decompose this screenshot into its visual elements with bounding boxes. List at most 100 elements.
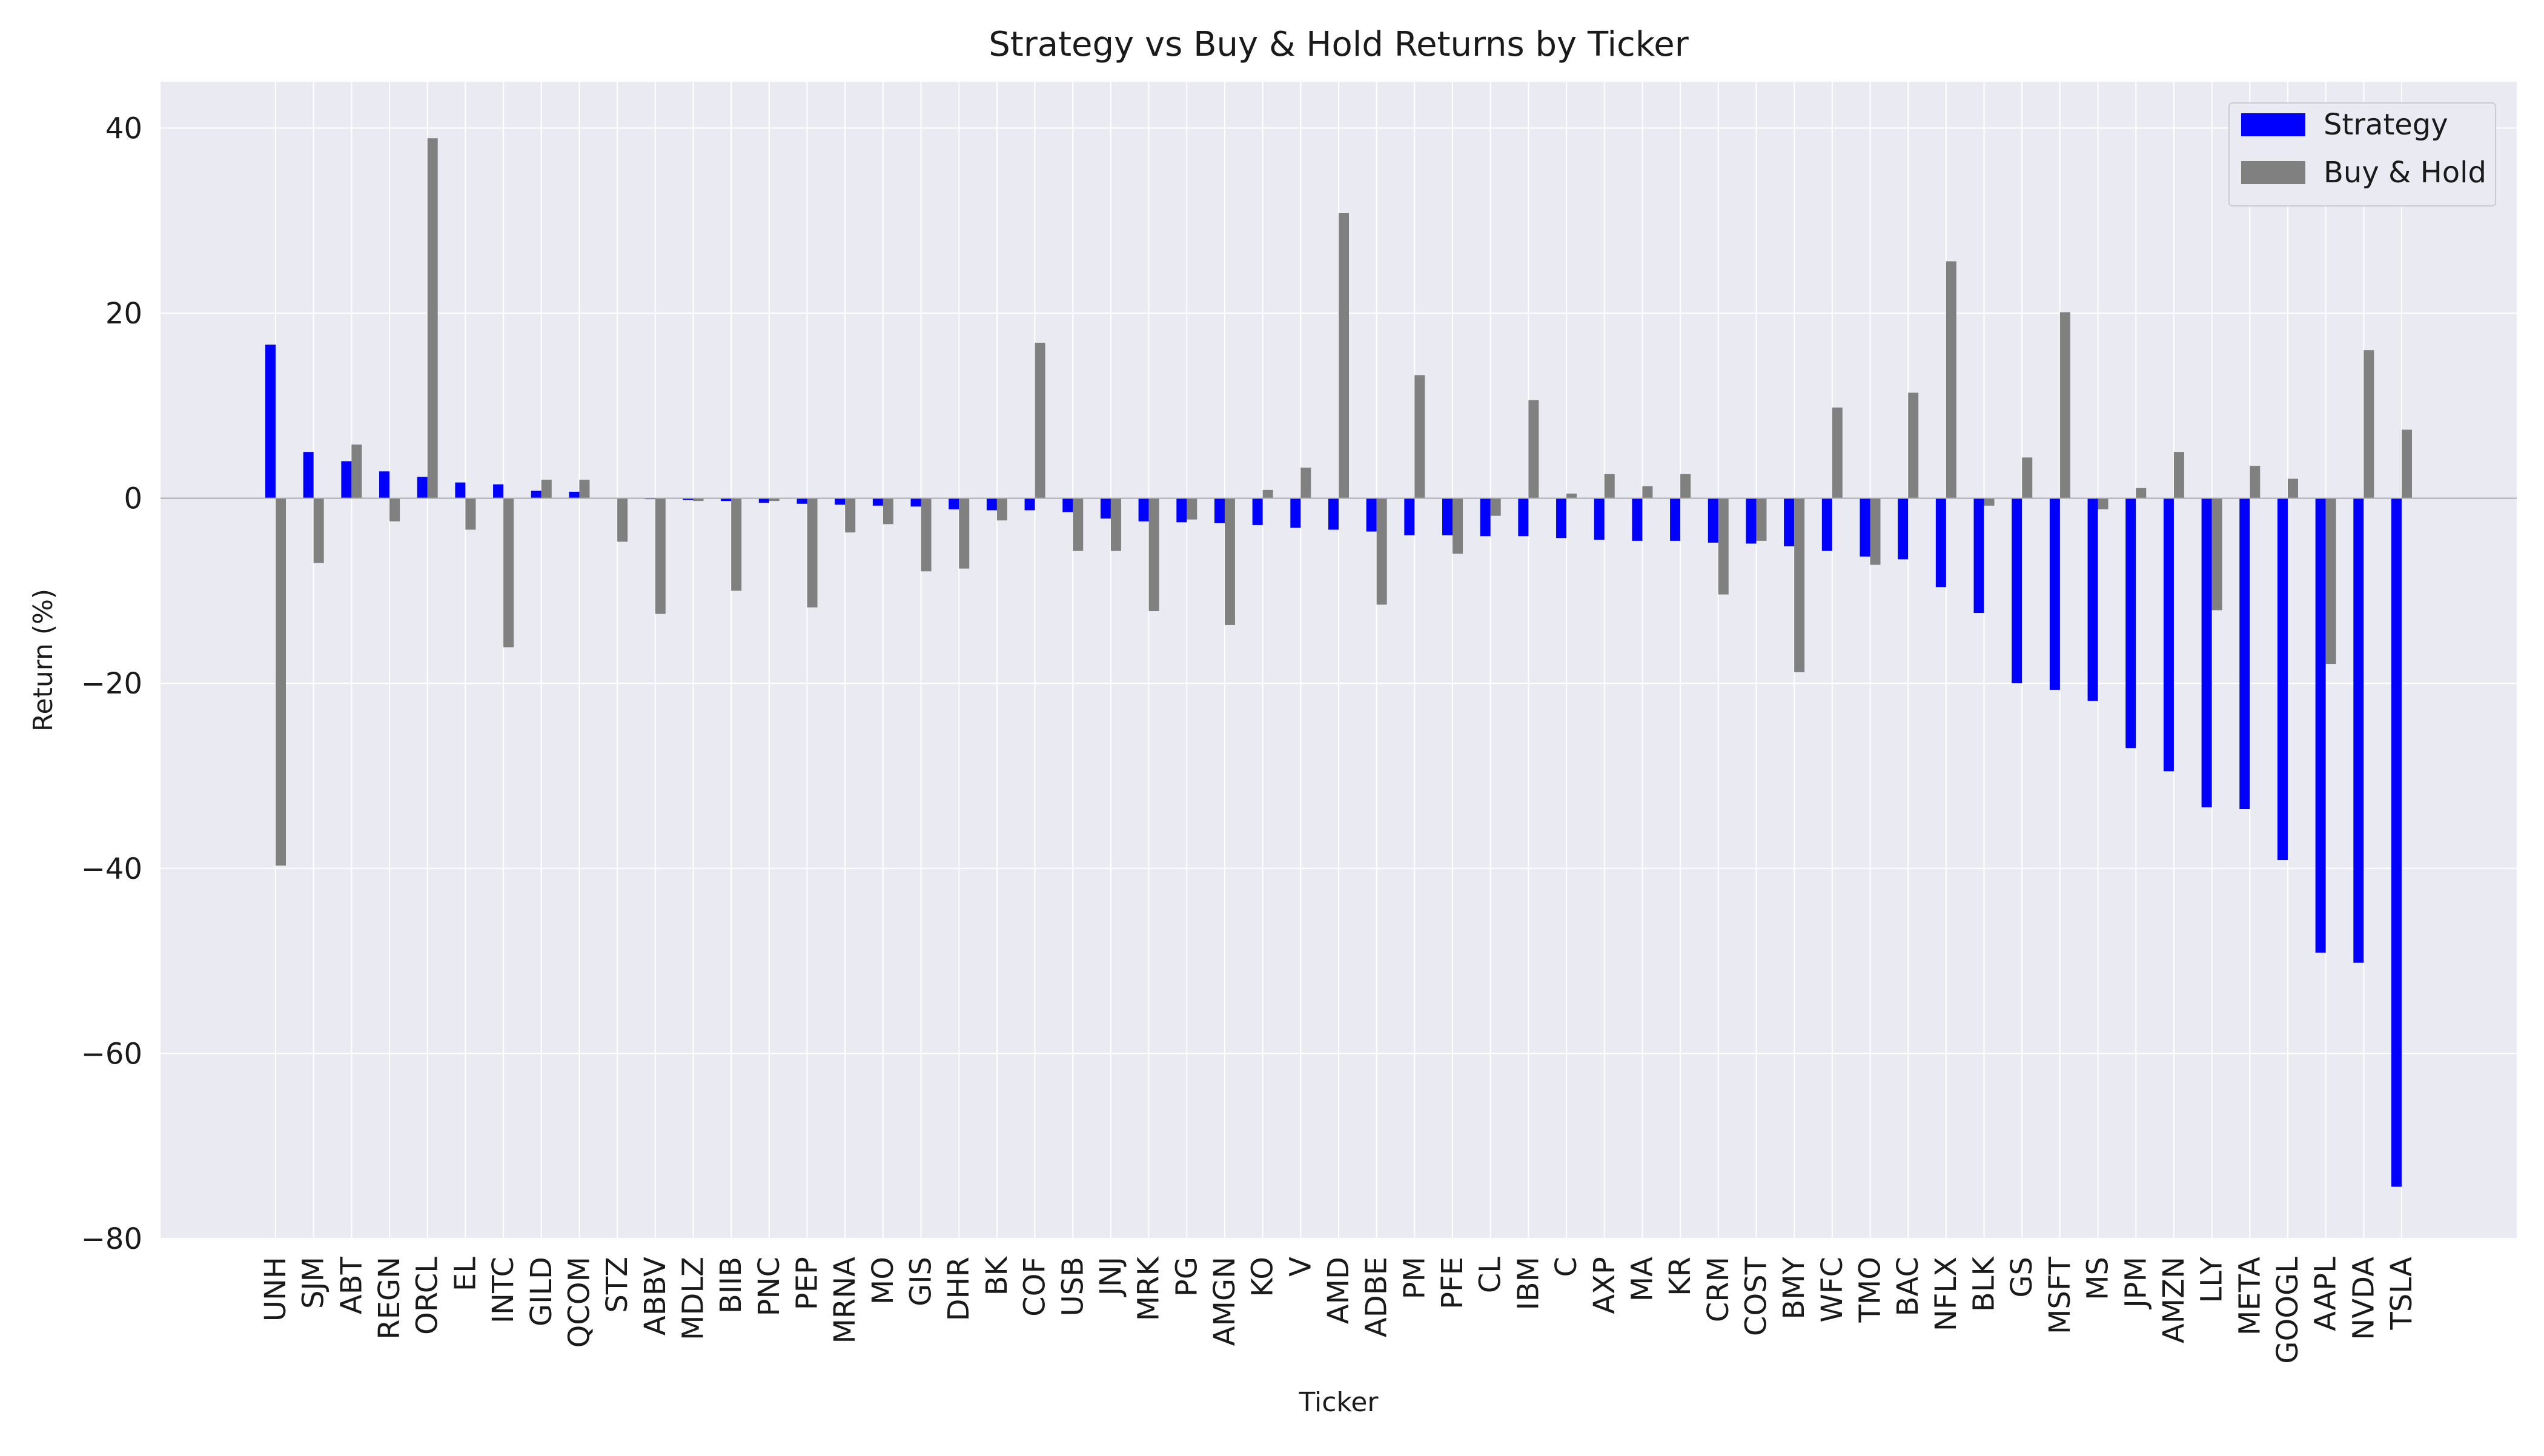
bar-buy-hold-sjm xyxy=(313,498,324,563)
bar-strategy-wfc xyxy=(1821,498,1832,551)
bar-buy-hold-intc xyxy=(503,498,514,647)
x-tick-labels: UNH SJM ABT REGN ORCL EL INTC GILD QCOM STZ ABBV MD… xyxy=(259,1256,2419,1363)
bar-buy-hold-orcl xyxy=(427,138,438,498)
x-tick-label: GOOGL xyxy=(2271,1257,2305,1364)
bar-strategy-cl xyxy=(1480,498,1491,537)
bar-strategy-blk xyxy=(1973,498,1984,614)
bar-strategy-nflx xyxy=(1935,498,1946,587)
bar-strategy-sjm xyxy=(303,452,314,498)
x-tick-label: USB xyxy=(1056,1257,1090,1317)
bar-strategy-amzn xyxy=(2163,498,2174,772)
x-tick-label: MA xyxy=(1625,1257,1659,1302)
y-tick-label: −80 xyxy=(81,1222,142,1256)
bar-strategy-ko xyxy=(1252,498,1263,525)
bar-buy-hold-c xyxy=(1566,493,1577,498)
bar-buy-hold-ma xyxy=(1642,486,1653,498)
x-tick-label: CL xyxy=(1474,1257,1508,1294)
y-tick-label: 40 xyxy=(105,111,142,145)
bar-buy-hold-meta xyxy=(2250,466,2261,498)
bar-strategy-pm xyxy=(1404,498,1415,535)
bar-buy-hold-adbe xyxy=(1376,498,1387,605)
bar-strategy-gild xyxy=(531,491,542,498)
y-tick-label: 20 xyxy=(105,297,142,331)
bar-buy-hold-blk xyxy=(1984,498,1995,506)
bar-buy-hold-el xyxy=(465,498,476,530)
bar-strategy-el xyxy=(455,482,466,498)
bar-buy-hold-amd xyxy=(1339,213,1349,498)
y-tick-label: −40 xyxy=(81,852,142,886)
bar-strategy-unh xyxy=(265,344,276,498)
y-axis-label: Return (%) xyxy=(28,589,59,732)
bar-strategy-regn xyxy=(379,471,390,498)
bar-buy-hold-googl xyxy=(2287,478,2298,498)
bar-strategy-dhr xyxy=(949,498,959,509)
bar-buy-hold-amzn xyxy=(2173,452,2184,498)
x-tick-label: PG xyxy=(1170,1257,1204,1297)
bar-strategy-ms xyxy=(2087,498,2098,701)
bar-strategy-v xyxy=(1290,498,1301,528)
bar-strategy-pep xyxy=(797,498,807,504)
legend-label-buy-hold: Buy & Hold xyxy=(2324,156,2486,190)
bar-strategy-axp xyxy=(1594,498,1605,540)
x-tick-label: AMZN xyxy=(2157,1257,2191,1343)
bar-buy-hold-unh xyxy=(276,498,286,866)
x-tick-label: STZ xyxy=(600,1257,634,1313)
bar-buy-hold-jpm xyxy=(2136,488,2147,498)
x-tick-label: SJM xyxy=(297,1257,331,1309)
x-tick-label: BAC xyxy=(1891,1257,1925,1316)
bar-strategy-amd xyxy=(1328,498,1339,530)
bar-strategy-cost xyxy=(1746,498,1757,544)
bar-strategy-msft xyxy=(2049,498,2060,690)
x-tick-label: QCOM xyxy=(562,1257,596,1348)
bar-strategy-gis xyxy=(910,498,921,507)
bar-strategy-ibm xyxy=(1518,498,1529,537)
bar-strategy-ma xyxy=(1632,498,1643,541)
x-tick-label: MS xyxy=(2081,1257,2115,1300)
x-tick-label: MRNA xyxy=(828,1257,862,1344)
x-tick-label: REGN xyxy=(373,1257,406,1340)
bar-strategy-mrk xyxy=(1138,498,1149,521)
bar-strategy-c xyxy=(1556,498,1567,538)
x-tick-label: TMO xyxy=(1853,1257,1887,1323)
x-tick-label: MDLZ xyxy=(676,1257,710,1340)
bar-strategy-mrna xyxy=(835,498,846,505)
bar-buy-hold-amgn xyxy=(1224,498,1235,625)
bar-buy-hold-stz xyxy=(617,498,628,542)
bar-strategy-jpm xyxy=(2125,498,2136,749)
x-tick-label: PFE xyxy=(1436,1257,1469,1309)
bar-strategy-kr xyxy=(1670,498,1681,541)
bars xyxy=(265,138,2412,1187)
x-tick-label: META xyxy=(2233,1257,2267,1335)
bar-buy-hold-gs xyxy=(2022,457,2033,498)
x-tick-label: JNJ xyxy=(1094,1257,1128,1297)
bar-strategy-pnc xyxy=(758,498,769,503)
y-tick-label: −20 xyxy=(81,667,142,701)
x-tick-label: LLY xyxy=(2195,1256,2229,1303)
legend-swatch-buy-hold xyxy=(2241,161,2305,184)
bar-strategy-gs xyxy=(2012,498,2022,684)
bar-buy-hold-axp xyxy=(1604,474,1615,498)
x-tick-label: AMGN xyxy=(1208,1257,1242,1346)
bar-buy-hold-mo xyxy=(883,498,893,524)
bar-buy-hold-nvda xyxy=(2363,350,2374,498)
bar-buy-hold-kr xyxy=(1680,474,1691,498)
x-tick-label: EL xyxy=(448,1257,482,1291)
x-tick-label: COF xyxy=(1018,1257,1052,1317)
bar-strategy-mdlz xyxy=(683,498,694,500)
bar-buy-hold-ko xyxy=(1262,489,1273,498)
x-tick-label: BMY xyxy=(1777,1256,1811,1319)
bar-buy-hold-pep xyxy=(807,498,818,607)
bar-buy-hold-jnj xyxy=(1110,498,1121,551)
bar-strategy-qcom xyxy=(569,491,580,498)
bar-strategy-abt xyxy=(341,461,352,498)
bar-strategy-lly xyxy=(2201,498,2212,807)
bar-buy-hold-crm xyxy=(1718,498,1729,595)
bar-buy-hold-wfc xyxy=(1832,407,1843,498)
legend: Strategy Buy & Hold xyxy=(2228,102,2496,207)
x-tick-label: KO xyxy=(1246,1257,1280,1297)
x-tick-label: KR xyxy=(1663,1257,1697,1296)
bar-buy-hold-cost xyxy=(1756,498,1767,541)
bar-strategy-usb xyxy=(1062,498,1073,512)
